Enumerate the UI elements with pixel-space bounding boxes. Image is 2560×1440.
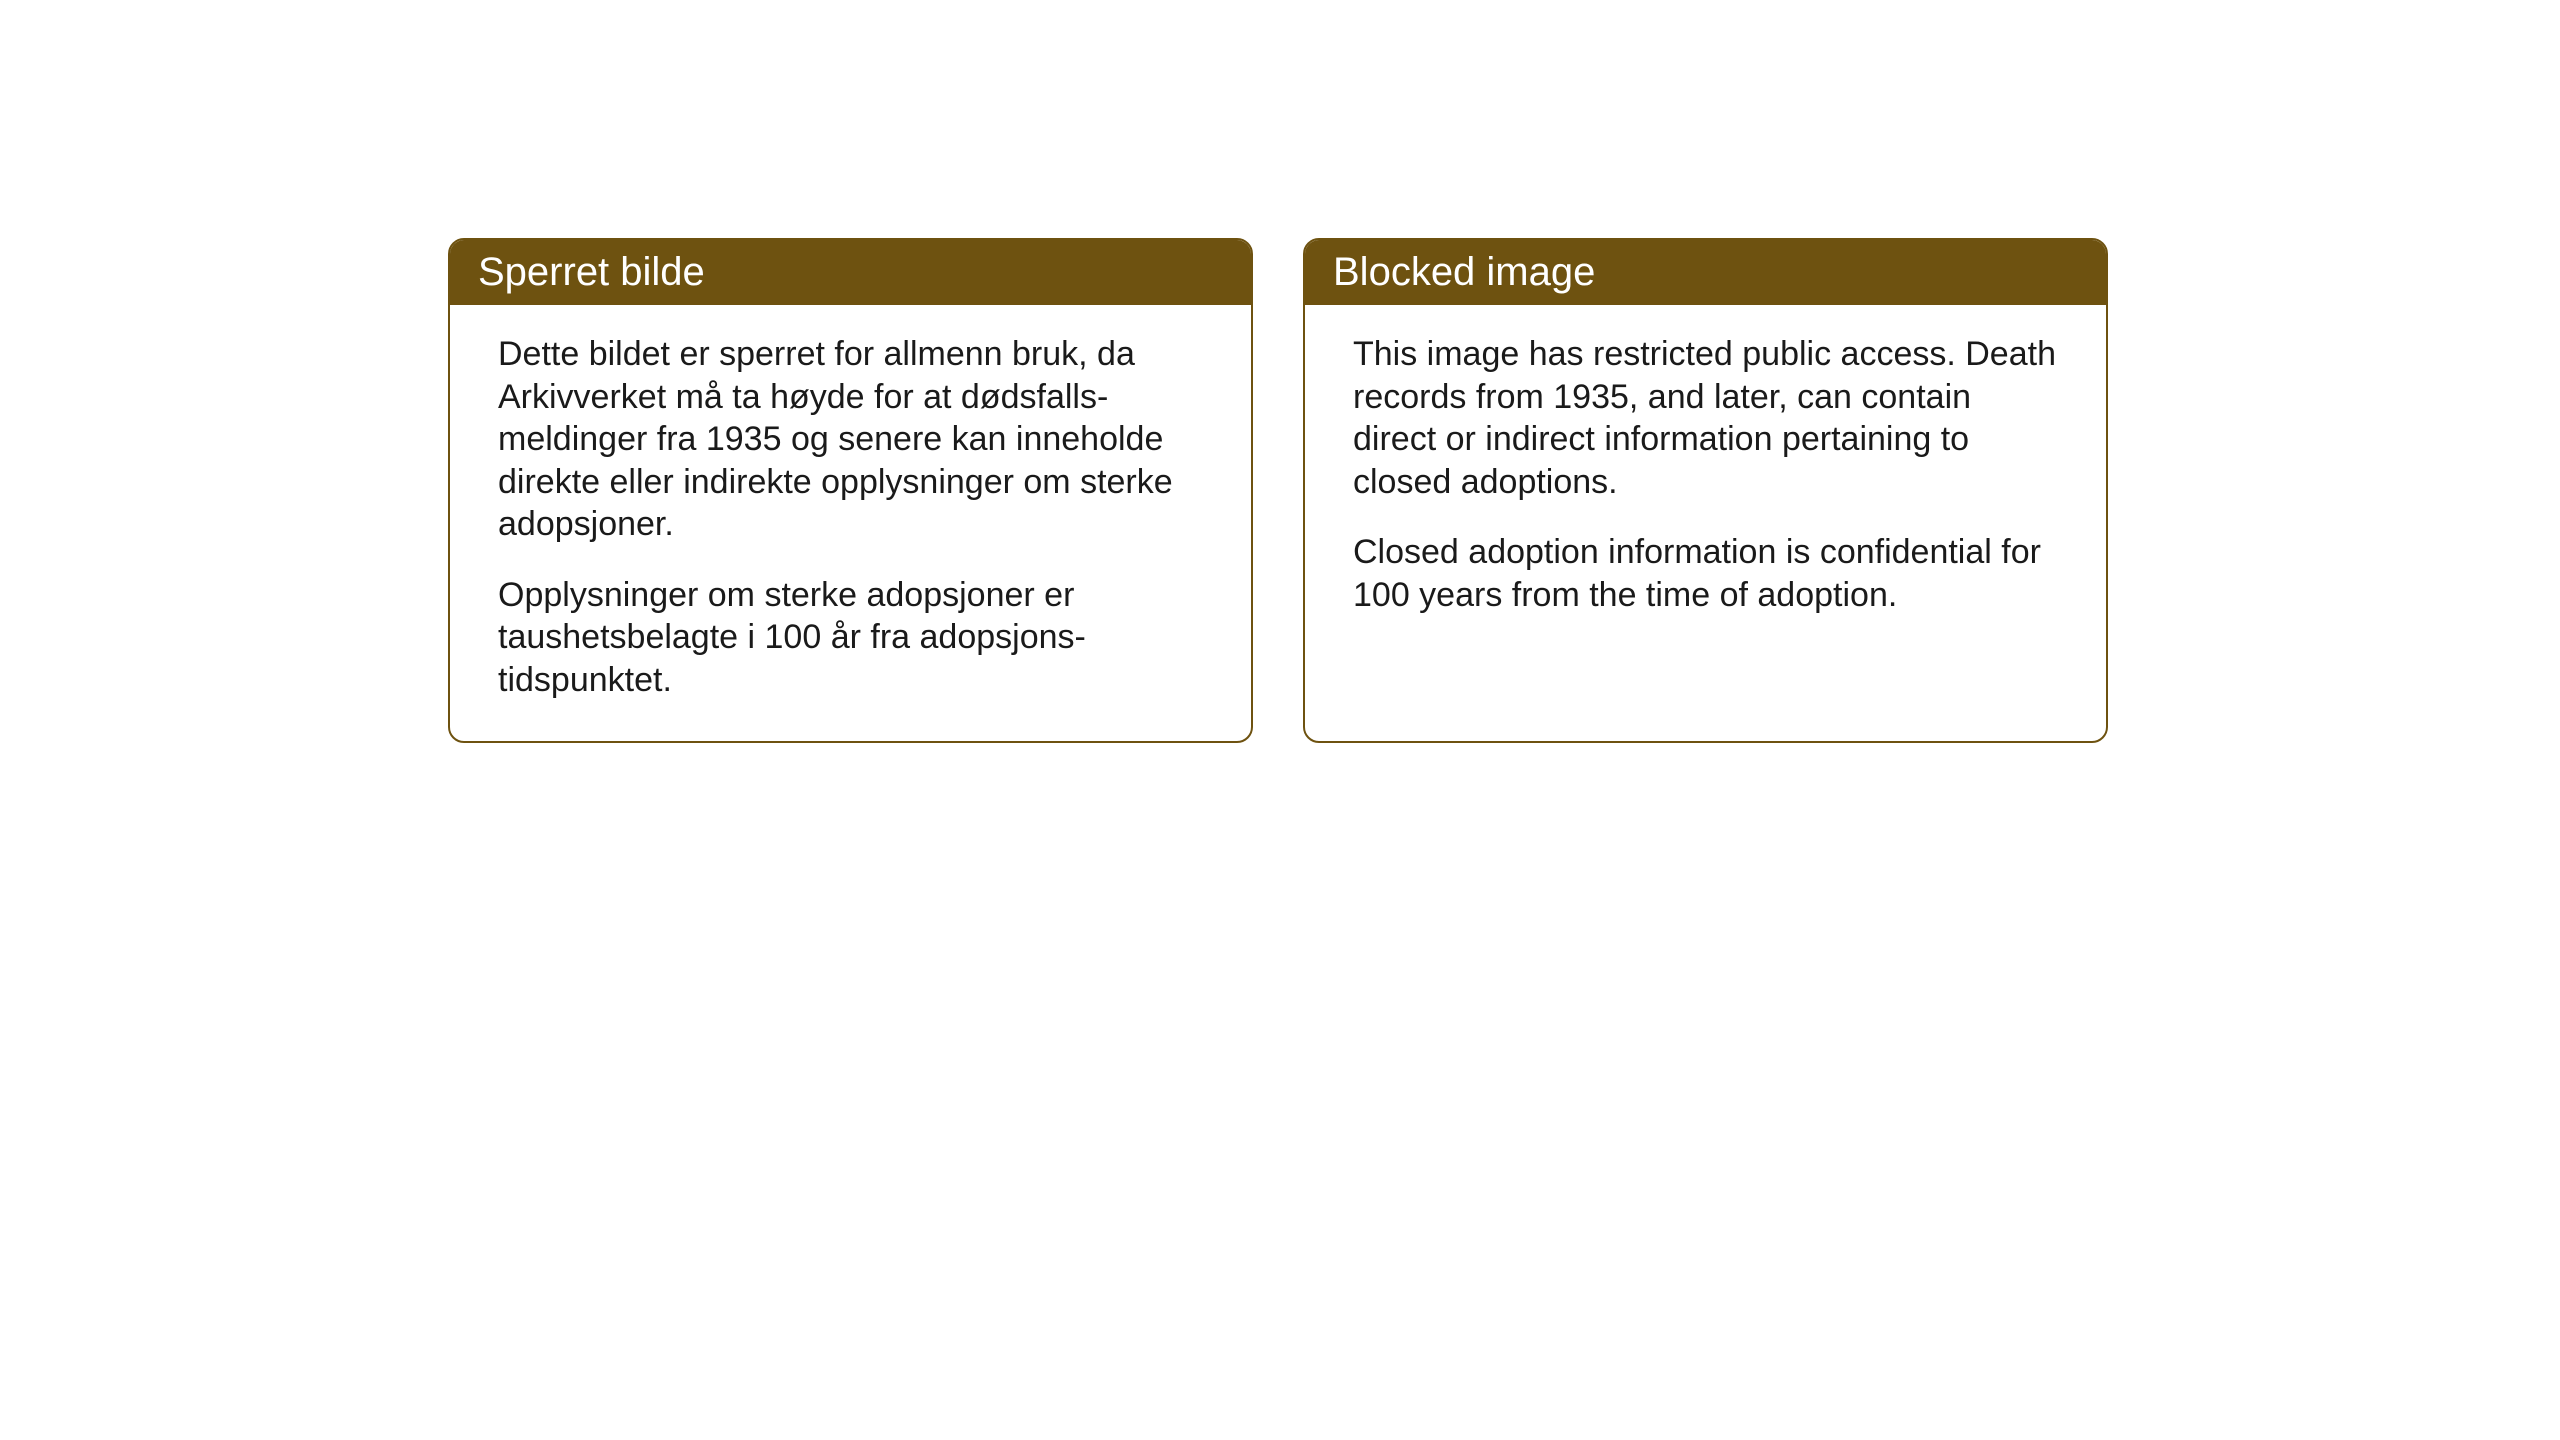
card-body-english: This image has restricted public access.…: [1305, 305, 2106, 656]
notice-card-norwegian: Sperret bilde Dette bildet er sperret fo…: [448, 238, 1253, 743]
card-body-norwegian: Dette bildet er sperret for allmenn bruk…: [450, 305, 1251, 741]
card-header-norwegian: Sperret bilde: [450, 240, 1251, 305]
card-paragraph: Opplysninger om sterke adopsjoner er tau…: [498, 574, 1203, 702]
card-title: Blocked image: [1333, 250, 1595, 294]
card-header-english: Blocked image: [1305, 240, 2106, 305]
card-paragraph: This image has restricted public access.…: [1353, 333, 2058, 503]
notice-card-english: Blocked image This image has restricted …: [1303, 238, 2108, 743]
card-title: Sperret bilde: [478, 250, 705, 294]
card-paragraph: Dette bildet er sperret for allmenn bruk…: [498, 333, 1203, 546]
notice-container: Sperret bilde Dette bildet er sperret fo…: [448, 238, 2108, 743]
card-paragraph: Closed adoption information is confident…: [1353, 531, 2058, 616]
